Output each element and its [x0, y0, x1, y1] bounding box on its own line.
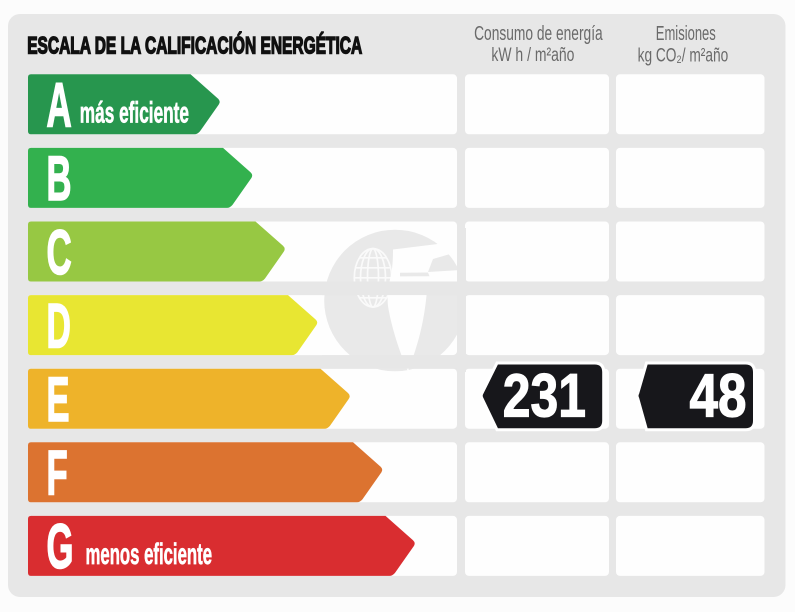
svg-text:D: D — [47, 291, 71, 361]
svg-text:Consumo de energía: Consumo de energía — [474, 23, 603, 45]
svg-text:G: G — [47, 512, 74, 582]
svg-text:F: F — [47, 439, 68, 509]
svg-text:Emisiones: Emisiones — [656, 23, 716, 45]
svg-text:B: B — [47, 144, 72, 214]
svg-text:más eficiente: más eficiente — [80, 97, 189, 130]
svg-text:A: A — [47, 71, 72, 141]
svg-text:kg CO₂/ m²año: kg CO₂/ m²año — [638, 45, 729, 66]
svg-text:menos eficiente: menos eficiente — [86, 538, 213, 571]
svg-text:C: C — [47, 218, 72, 288]
svg-text:E: E — [47, 365, 70, 435]
svg-text:48: 48 — [690, 361, 747, 429]
svg-text:ESCALA DE LA CALIFICACIÓN ENER: ESCALA DE LA CALIFICACIÓN ENERGÉTICA — [27, 32, 362, 60]
svg-text:kW h / m²año: kW h / m²año — [491, 45, 574, 66]
svg-text:231: 231 — [503, 361, 586, 429]
